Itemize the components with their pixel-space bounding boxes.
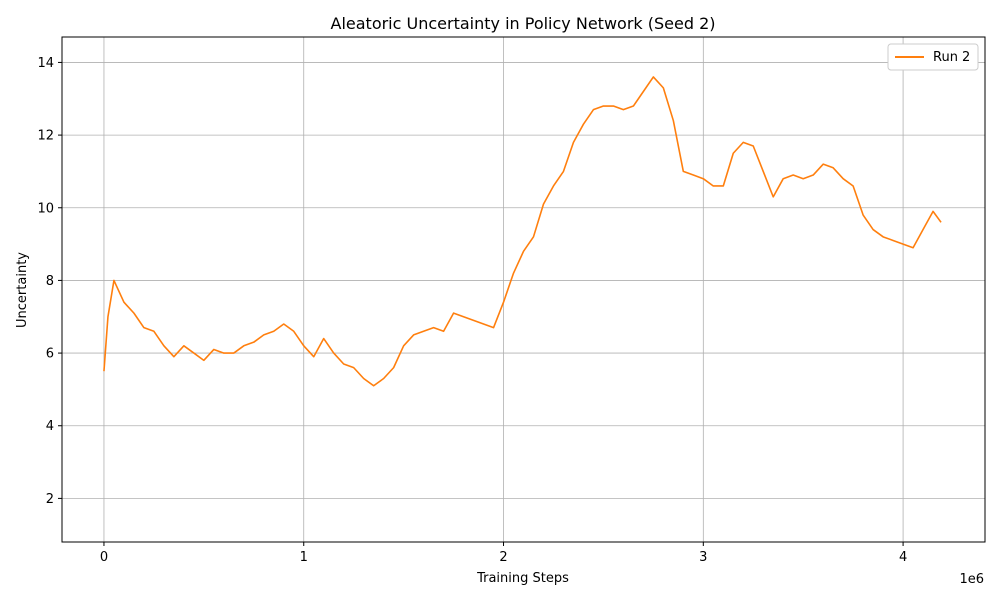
x-tick-label: 2: [499, 550, 507, 565]
y-tick-label: 8: [46, 274, 54, 289]
y-axis: 2 4 6 8 10 12 14: [37, 56, 62, 507]
x-axis-label: Training Steps: [476, 571, 569, 586]
x-tick-label: 4: [899, 550, 907, 565]
x-tick-label: 0: [100, 550, 108, 565]
grid-lines: [62, 37, 985, 542]
y-tick-label: 14: [37, 56, 54, 71]
legend: Run 2: [887, 43, 979, 71]
x-axis: 0 1 2 3 4: [100, 542, 907, 565]
y-tick-label: 10: [37, 201, 54, 216]
legend-label-run-2: Run 2: [933, 50, 970, 65]
y-tick-label: 2: [46, 492, 54, 507]
chart-title: Aleatoric Uncertainty in Policy Network …: [331, 14, 716, 33]
x-tick-label: 1: [300, 550, 308, 565]
y-tick-label: 4: [46, 419, 54, 434]
y-tick-label: 6: [46, 347, 54, 362]
x-axis-offset-label: 1e6: [959, 572, 984, 587]
y-tick-label: 12: [37, 129, 54, 144]
series-layer: [103, 76, 942, 387]
y-axis-label: Uncertainty: [15, 252, 30, 328]
x-tick-label: 3: [699, 550, 707, 565]
legend-box: [887, 43, 979, 71]
series-line-run-2: [103, 76, 942, 387]
plot-frame: [61, 36, 986, 543]
